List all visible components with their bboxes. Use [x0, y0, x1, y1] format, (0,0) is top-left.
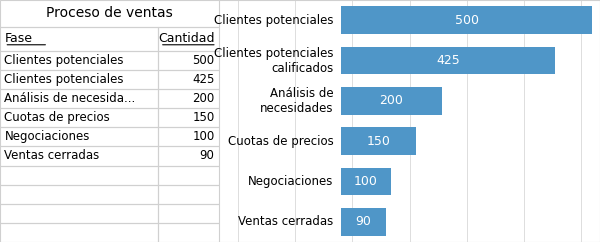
Text: Cantidad: Cantidad	[158, 32, 215, 45]
Bar	[0, 89, 158, 108]
Text: 425: 425	[436, 54, 460, 67]
Bar	[158, 146, 219, 166]
Bar	[0, 146, 158, 166]
Bar	[158, 166, 219, 185]
Bar	[0, 127, 158, 146]
Text: Clientes potenciales: Clientes potenciales	[4, 54, 124, 67]
FancyBboxPatch shape	[341, 128, 416, 155]
Bar	[158, 89, 219, 108]
Bar	[0, 185, 158, 204]
Text: Cuotas de precios: Cuotas de precios	[227, 135, 334, 148]
FancyBboxPatch shape	[341, 168, 391, 195]
Bar	[0, 204, 158, 223]
Text: Ventas cerradas: Ventas cerradas	[4, 150, 100, 162]
Text: Cuotas de precios: Cuotas de precios	[4, 111, 110, 124]
Text: 90: 90	[200, 150, 215, 162]
Bar	[0, 27, 158, 51]
Bar	[158, 204, 219, 223]
Text: 100: 100	[193, 130, 215, 143]
Text: Negociaciones: Negociaciones	[4, 130, 90, 143]
Text: Negociaciones: Negociaciones	[248, 175, 334, 188]
Text: Proceso de ventas: Proceso de ventas	[46, 6, 173, 20]
Bar	[158, 127, 219, 146]
Text: Análisis de necesida...: Análisis de necesida...	[4, 92, 136, 105]
Text: 500: 500	[455, 14, 479, 27]
Text: Clientes potenciales
calificados: Clientes potenciales calificados	[214, 46, 334, 75]
Bar	[158, 27, 219, 51]
Text: 90: 90	[356, 215, 371, 228]
Text: 200: 200	[193, 92, 215, 105]
Text: Clientes potenciales: Clientes potenciales	[214, 14, 334, 27]
Bar	[0, 0, 219, 27]
Bar	[0, 166, 158, 185]
Text: 425: 425	[192, 73, 215, 86]
Bar	[0, 51, 158, 70]
Text: 500: 500	[193, 54, 215, 67]
Text: Clientes potenciales: Clientes potenciales	[4, 73, 124, 86]
Bar	[158, 108, 219, 127]
Text: 100: 100	[354, 175, 378, 188]
Bar	[158, 185, 219, 204]
Bar	[0, 70, 158, 89]
Text: 150: 150	[193, 111, 215, 124]
Bar	[158, 70, 219, 89]
Text: Fase: Fase	[4, 32, 32, 45]
Text: Ventas cerradas: Ventas cerradas	[238, 215, 334, 228]
Text: 150: 150	[367, 135, 391, 148]
Bar	[158, 223, 219, 242]
Text: 200: 200	[379, 94, 403, 107]
FancyBboxPatch shape	[341, 7, 592, 34]
FancyBboxPatch shape	[341, 87, 442, 114]
FancyBboxPatch shape	[341, 47, 554, 74]
Bar	[158, 51, 219, 70]
Text: Análisis de
necesidades: Análisis de necesidades	[260, 87, 334, 115]
FancyBboxPatch shape	[341, 208, 386, 235]
Bar	[0, 108, 158, 127]
Bar	[0, 223, 158, 242]
